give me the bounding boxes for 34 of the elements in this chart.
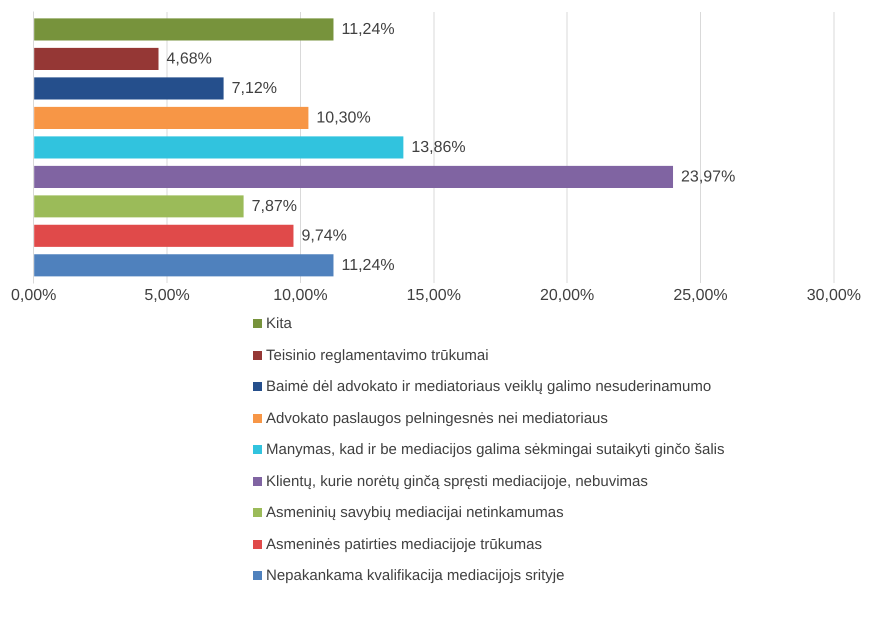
x-tick-label: 15,00%	[406, 286, 461, 304]
data-label: 11,24%	[341, 20, 395, 38]
data-label: 7,12%	[232, 80, 277, 97]
x-tick-label: 10,00%	[273, 286, 328, 304]
legend-label: Klientų, kurie norėtų ginčą spręsti mediacijoje, nebuvimas	[266, 472, 648, 490]
x-tick-label: 0,00%	[10, 286, 56, 304]
bar	[34, 77, 224, 100]
bar	[34, 136, 404, 158]
bar	[34, 48, 159, 70]
bar	[34, 106, 308, 129]
x-tick-label: 30,00%	[806, 286, 861, 304]
legend-label: Manymas, kad ir be mediacijos galima sėkmingai sutaikyti ginčo šalis	[266, 441, 725, 458]
x-tick-label: 25,00%	[673, 286, 728, 304]
x-tick-label: 20,00%	[540, 286, 594, 304]
legend-label: Kita	[266, 315, 292, 332]
data-label: 13,86%	[411, 138, 466, 156]
legend-label: Advokato paslaugos pelningesnės nei mediatoriaus	[266, 410, 608, 427]
bar	[34, 254, 334, 276]
legend-label: Nepakankama kvalifikacija mediacijojs srityje	[266, 567, 564, 584]
bar	[34, 195, 244, 218]
data-label: 4,68%	[166, 50, 212, 68]
legend-label: Baimė dėl advokato ir mediatoriaus veiklų galimo nesuderinamumo	[266, 378, 712, 396]
data-label: 23,97%	[681, 168, 736, 186]
data-label: 11,24%	[341, 256, 395, 274]
legend-label: Asmeninės patirties mediacijoje trūkumas	[266, 536, 542, 553]
data-label: 7,87%	[252, 198, 297, 215]
bar	[34, 18, 334, 41]
x-tick-label: 5,00%	[144, 286, 190, 304]
data-label: 9,74%	[301, 227, 347, 244]
legend-label: Teisinio reglamentavimo trūkumai	[266, 346, 489, 364]
bar	[34, 224, 294, 247]
legend-label: Asmeninių savybių mediacijai netinkamumas	[266, 504, 564, 522]
data-label: 10,30%	[316, 109, 371, 126]
bar	[34, 166, 674, 188]
